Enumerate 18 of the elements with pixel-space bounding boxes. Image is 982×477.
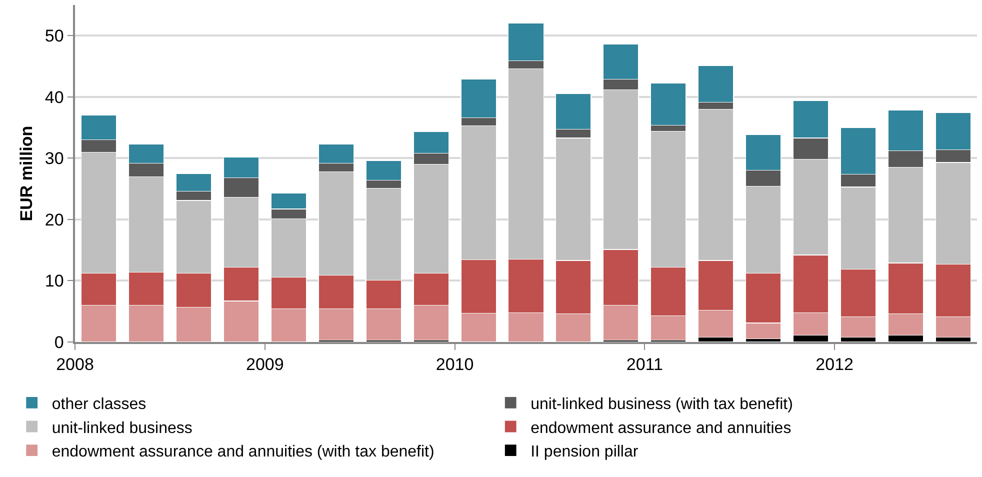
- y-axis-title: EUR million: [16, 126, 36, 222]
- y-tick-label: 50: [44, 26, 64, 46]
- x-tick-label: 2008: [56, 355, 94, 374]
- y-tick-label: 30: [44, 149, 64, 168]
- legend-label: II pension pillar: [530, 444, 639, 461]
- y-tick-label: 0: [54, 332, 64, 352]
- x-tick-label: 2009: [246, 355, 284, 374]
- x-tick-label: 2011: [626, 355, 663, 374]
- legend-label: unit-linked business (with tax benefit): [530, 396, 793, 413]
- x-tick-label: 2010: [436, 355, 474, 374]
- legend-label: unit-linked business: [52, 420, 192, 437]
- legend-label: endowment assurance and annuities: [530, 420, 792, 437]
- y-tick-label: 40: [44, 88, 64, 107]
- legend-label: other classes: [52, 396, 146, 413]
- y-tick-label: 10: [44, 272, 64, 291]
- legend-label: endowment assurance and annuities (with tax benefit): [52, 444, 434, 461]
- y-tick-label: 20: [44, 210, 64, 230]
- x-tick-label: 2012: [816, 355, 854, 374]
